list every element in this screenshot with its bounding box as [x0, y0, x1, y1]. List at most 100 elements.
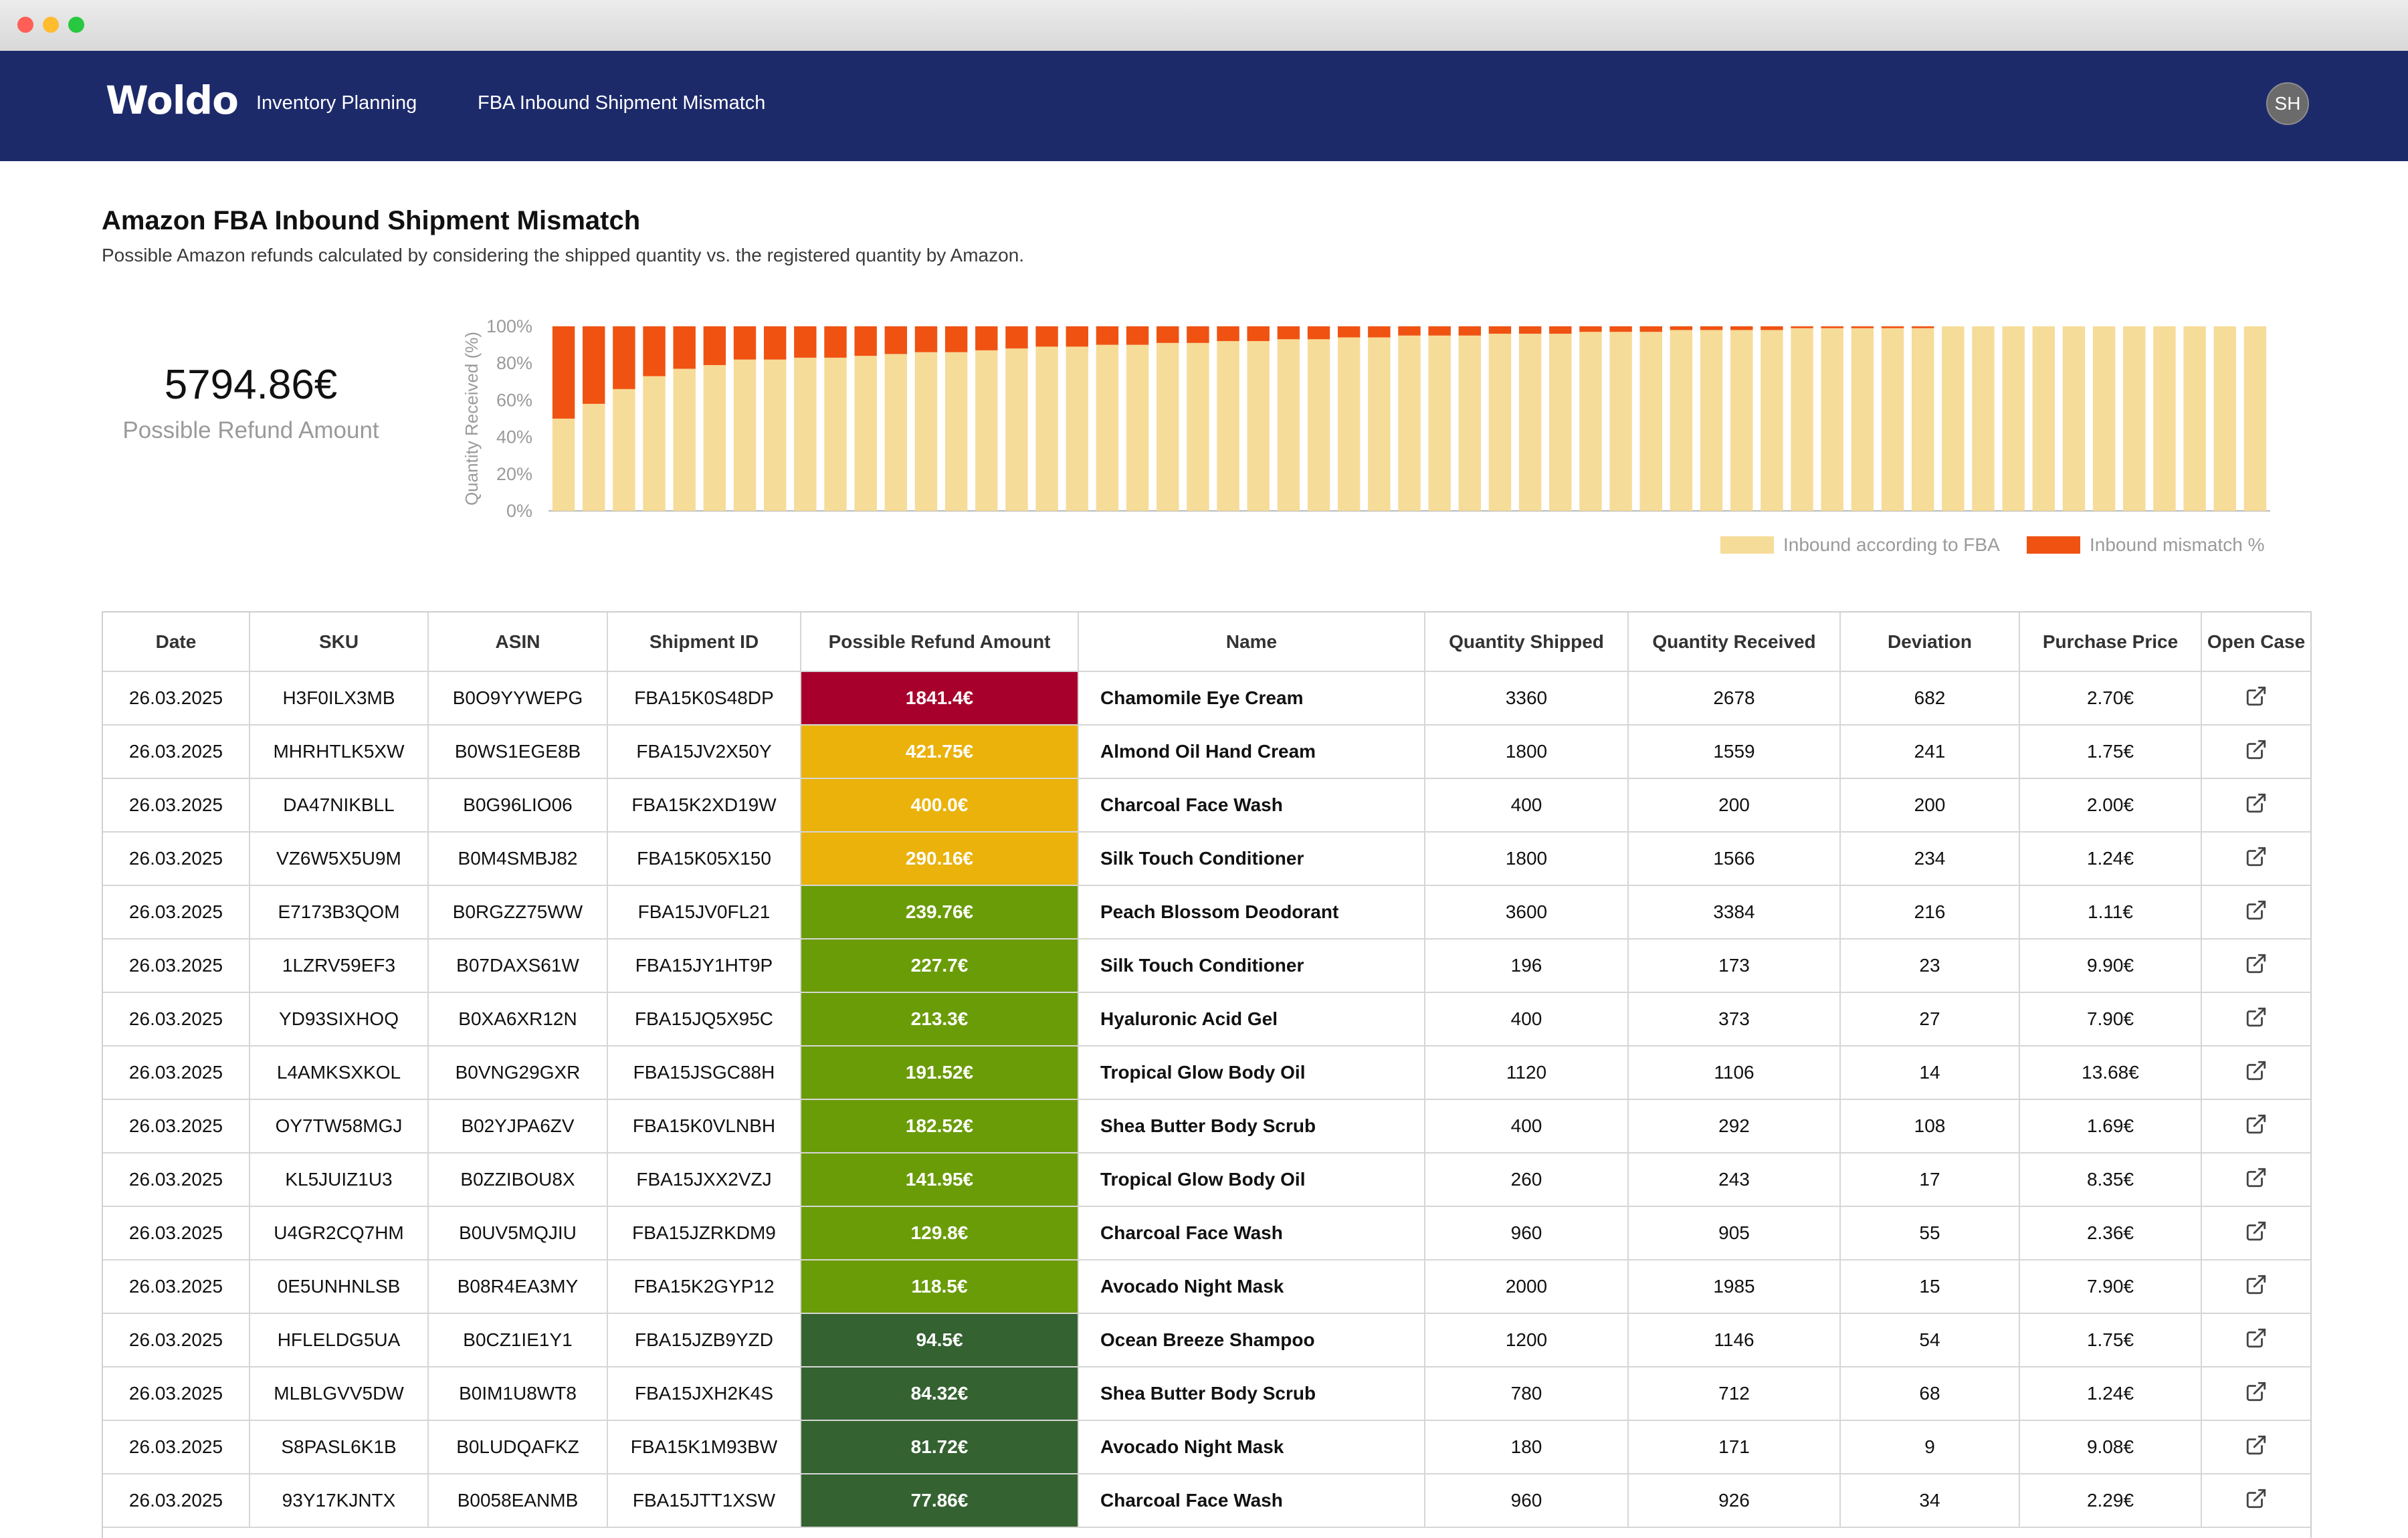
bar-mismatch: [794, 326, 817, 358]
open-case-cell[interactable]: [2201, 1313, 2310, 1367]
sku-cell: HFLELDG5UA: [249, 1313, 429, 1367]
column-header[interactable]: Quantity Received: [1628, 613, 1841, 672]
table-row[interactable]: 26.03.2025 1LZRV59EF3 B07DAXS61W FBA15JY1HT…: [103, 939, 2310, 993]
external-link-icon[interactable]: [2245, 1327, 2268, 1354]
open-case-cell[interactable]: [2201, 832, 2310, 886]
bar-received: [2183, 326, 2206, 511]
product-name-cell: Shea Butter Body Scrub: [1078, 1099, 1425, 1154]
table-row[interactable]: 26.03.2025 E7173B3QOM B0RGZZ75WW FBA15JV0FL…: [103, 885, 2310, 940]
external-link-icon[interactable]: [2245, 1059, 2268, 1087]
quantity-shipped-cell: 260: [1425, 1153, 1629, 1207]
table-row[interactable]: 26.03.2025 MLBLGVV5DW B0IM1U8WT8 FBA15JXH2K…: [103, 1367, 2310, 1421]
logo[interactable]: Woldo: [106, 78, 239, 123]
bar-received: [1337, 337, 1361, 511]
date-cell: 26.03.2025: [103, 832, 250, 886]
refund-amount-cell: 400.0€: [801, 778, 1079, 833]
bar-received: [1277, 339, 1300, 511]
table-row[interactable]: 26.03.2025 HFLELDG5UA B0CZ1IE1Y1 FBA15JZB9Y…: [103, 1313, 2310, 1367]
table-row[interactable]: 26.03.2025 OY7TW58MGJ B02YJPA6ZV FBA15K0VLN…: [103, 1099, 2310, 1154]
open-case-cell[interactable]: [2201, 939, 2310, 993]
deviation-cell: 234: [1840, 832, 2020, 886]
external-link-icon[interactable]: [2245, 1487, 2268, 1515]
close-window-button[interactable]: [17, 17, 33, 33]
nav-link-inventory-planning[interactable]: Inventory Planning: [256, 92, 417, 114]
bar-mismatch: [703, 326, 726, 365]
external-link-icon[interactable]: [2245, 738, 2268, 766]
table-row[interactable]: 26.03.2025 H3F0ILX3MB B0O9YYWEPG FBA15K0S48…: [103, 671, 2310, 726]
bar-received: [1066, 346, 1088, 511]
maximize-window-button[interactable]: [68, 17, 84, 33]
external-link-icon[interactable]: [2245, 1380, 2268, 1408]
column-header[interactable]: SKU: [249, 613, 429, 672]
open-case-cell[interactable]: [2201, 1099, 2310, 1154]
column-header[interactable]: Name: [1078, 613, 1425, 672]
bar-received: [1398, 335, 1421, 511]
external-link-icon[interactable]: [2245, 1220, 2268, 1247]
external-link-icon[interactable]: [2245, 1113, 2268, 1140]
column-header[interactable]: Possible Refund Amount: [801, 613, 1079, 672]
table-row[interactable]: 26.03.2025 L4AMKSXKOL B0VNG29GXR FBA15JSGC8…: [103, 1046, 2310, 1100]
external-link-icon[interactable]: [2245, 1166, 2268, 1194]
open-case-cell[interactable]: [2201, 1153, 2310, 1207]
asin-cell: B0058EANMB: [428, 1474, 608, 1528]
open-case-cell[interactable]: [2201, 992, 2310, 1047]
column-header[interactable]: Open Case: [2201, 613, 2310, 672]
bar-mismatch: [1700, 326, 1723, 330]
bar-mismatch: [1821, 326, 1843, 328]
date-cell: 26.03.2025: [103, 1420, 250, 1474]
table-row[interactable]: 26.03.2025 0E5UNHNLSB B08R4EA3MY FBA15K2GYP…: [103, 1260, 2310, 1314]
purchase-price-cell: 2.00€: [2019, 778, 2202, 833]
table-row[interactable]: 26.03.2025 YD93SIXHOQ B0XA6XR12N FBA15JQ5X9…: [103, 992, 2310, 1047]
user-avatar[interactable]: SH: [2266, 82, 2309, 125]
open-case-cell[interactable]: [2201, 1367, 2310, 1421]
external-link-icon[interactable]: [2245, 952, 2268, 980]
open-case-cell[interactable]: [2201, 885, 2310, 940]
refund-amount-cell: 129.8€: [801, 1206, 1079, 1260]
column-header[interactable]: Shipment ID: [607, 613, 801, 672]
external-link-icon[interactable]: [2245, 685, 2268, 712]
column-header[interactable]: Purchase Price: [2019, 613, 2202, 672]
product-name-cell: Peach Blossom Deodorant: [1078, 885, 1425, 940]
bar-mismatch: [1277, 326, 1300, 340]
bar-mismatch: [673, 326, 696, 369]
bar-mismatch: [733, 326, 757, 360]
purchase-price-cell: 2.29€: [2019, 1474, 2202, 1528]
open-case-cell[interactable]: [2201, 671, 2310, 726]
refund-amount-cell: 77.86€: [801, 1474, 1079, 1528]
external-link-icon[interactable]: [2245, 1273, 2268, 1301]
quantity-shipped-cell: 400: [1425, 1099, 1629, 1154]
bar-received: [1368, 337, 1391, 511]
product-name-cell: Charcoal Face Wash: [1078, 1206, 1425, 1260]
column-header[interactable]: Deviation: [1840, 613, 2020, 672]
open-case-cell[interactable]: [2201, 1474, 2310, 1528]
external-link-icon[interactable]: [2245, 845, 2268, 873]
table-row[interactable]: 26.03.2025 U4GR2CQ7HM B0UV5MQJIU FBA15JZRKD…: [103, 1206, 2310, 1260]
open-case-cell[interactable]: [2201, 1206, 2310, 1260]
external-link-icon[interactable]: [2245, 792, 2268, 819]
minimize-window-button[interactable]: [43, 17, 59, 33]
shipment-id-cell: FBA15JQ5X95C: [607, 992, 801, 1047]
external-link-icon[interactable]: [2245, 899, 2268, 926]
table-row[interactable]: 26.03.2025 93Y17KJNTX B0058EANMB FBA15JTT1X…: [103, 1474, 2310, 1528]
external-link-icon[interactable]: [2245, 1006, 2268, 1033]
open-case-cell[interactable]: [2201, 778, 2310, 833]
sku-cell: MHRHTLK5XW: [249, 725, 429, 779]
open-case-cell[interactable]: [2201, 1420, 2310, 1474]
shipment-id-cell: FBA15JXX2VZJ: [607, 1153, 801, 1207]
table-row[interactable]: 26.03.2025 KL5JUIZ1U3 B0ZZIBOU8X FBA15JXX2V…: [103, 1153, 2310, 1207]
table-row[interactable]: 26.03.2025 S8PASL6K1B B0LUDQAFKZ FBA15K1M93…: [103, 1420, 2310, 1474]
column-header[interactable]: ASIN: [428, 613, 608, 672]
table-row[interactable]: 26.03.2025 MHRHTLK5XW B0WS1EGE8B FBA15JV2X5…: [103, 725, 2310, 779]
nav-link-fba-inbound-mismatch[interactable]: FBA Inbound Shipment Mismatch: [478, 92, 766, 114]
open-case-cell[interactable]: [2201, 1046, 2310, 1100]
table-row[interactable]: 26.03.2025 VZ6W5X5U9M B0M4SMBJ82 FBA15K05X1…: [103, 832, 2310, 886]
open-case-cell[interactable]: [2201, 1260, 2310, 1314]
external-link-icon[interactable]: [2245, 1434, 2268, 1461]
open-case-cell[interactable]: [2201, 725, 2310, 779]
asin-cell: B08R4EA3MY: [428, 1260, 608, 1314]
table-row[interactable]: 26.03.2025 DA47NIKBLL B0G96LIO06 FBA15K2XD1…: [103, 778, 2310, 833]
bar-received: [1821, 328, 1843, 511]
column-header[interactable]: Quantity Shipped: [1425, 613, 1629, 672]
column-header[interactable]: Date: [103, 613, 250, 672]
sku-cell: 93Y17KJNTX: [249, 1474, 429, 1528]
